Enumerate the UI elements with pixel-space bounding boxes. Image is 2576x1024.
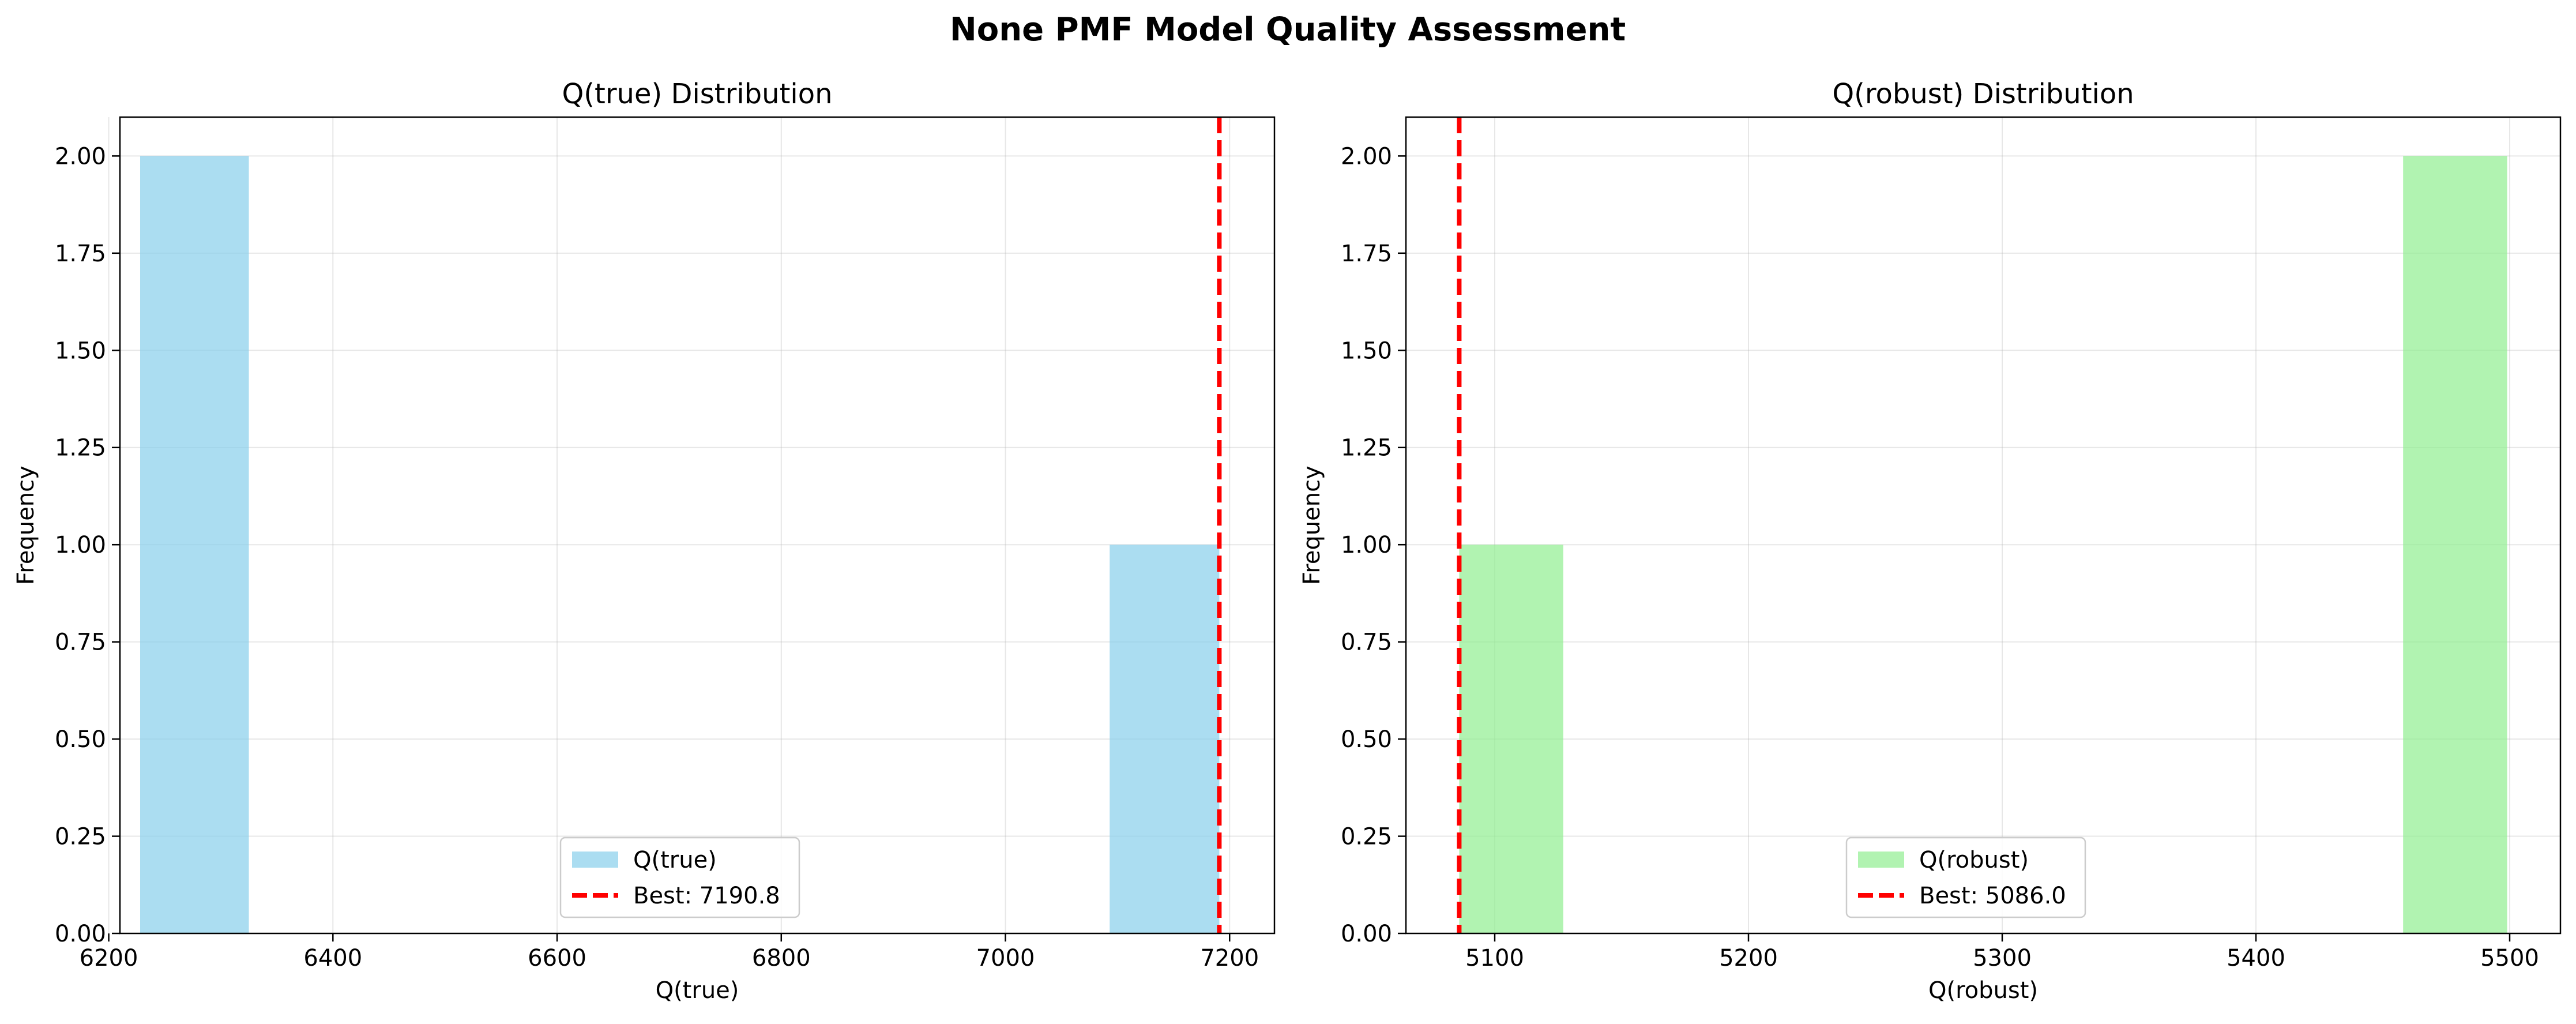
y-tick-label: 1.00 [55, 532, 106, 558]
axes-frame [119, 116, 1276, 935]
y-tick-label: 0.25 [1341, 824, 1392, 850]
axes-frame [1405, 116, 2562, 935]
y-tick-label: 0.00 [1341, 921, 1392, 947]
x-tick-label: 7200 [1200, 945, 1259, 972]
legend-box [1845, 837, 2086, 918]
legend-label: Best: 7190.8 [633, 883, 780, 909]
x-tick-label: 6600 [528, 945, 586, 972]
y-tick-label: 1.50 [1341, 337, 1392, 364]
y-tick-label: 2.00 [55, 143, 106, 170]
x-tick-label: 5100 [1465, 945, 1524, 972]
chart-panel-qrobust: 5100 5200 5300 5400 5500 0.00 0.25 0.50 0.75 1.00… [1299, 78, 2562, 1004]
y-tick-label: 1.00 [1341, 532, 1392, 558]
figure-title: None PMF Model Quality Assessment [950, 11, 1626, 48]
histogram-bar [2403, 156, 2507, 933]
histogram-bar [1110, 545, 1220, 933]
y-tick-label: 1.25 [55, 435, 106, 462]
x-tick-label: 5200 [1719, 945, 1778, 972]
legend-label: Q(robust) [1919, 847, 2029, 873]
x-axis-label: Q(robust) [1928, 977, 2038, 1004]
legend: Q(true) Best: 7190.8 [559, 837, 800, 918]
legend-swatch [572, 852, 618, 868]
legend-box [559, 837, 800, 918]
x-tick-label: 6400 [303, 945, 362, 972]
legend-swatch [1858, 852, 1904, 868]
chart-title: Q(true) Distribution [562, 78, 832, 110]
x-tick-label: 7000 [976, 945, 1035, 972]
y-tick-label: 0.25 [55, 824, 106, 850]
y-tick-label: 0.75 [1341, 629, 1392, 656]
histogram-bar [140, 156, 249, 933]
histogram-bar [1459, 545, 1563, 933]
y-tick-label: 0.00 [55, 921, 106, 947]
y-tick-label: 0.50 [55, 726, 106, 753]
x-tick-label: 5500 [2480, 945, 2539, 972]
x-tick-label: 6800 [752, 945, 811, 972]
x-tick-label: 6200 [80, 945, 138, 972]
legend-label: Q(true) [633, 847, 717, 873]
legend-label: Best: 5086.0 [1919, 883, 2066, 909]
chart-panel-qtrue: 6200 6400 6600 6800 7000 7200 0.00 0.25 0.50 0.75… [13, 78, 1276, 1004]
legend: Q(robust) Best: 5086.0 [1845, 837, 2086, 918]
x-axis-label: Q(true) [656, 977, 739, 1004]
x-tick-label: 5300 [1973, 945, 2032, 972]
y-axis-label: Frequency [13, 466, 39, 585]
y-tick-label: 2.00 [1341, 143, 1392, 170]
x-tick-label: 5400 [2227, 945, 2285, 972]
chart-title: Q(robust) Distribution [1832, 78, 2134, 110]
y-tick-label: 1.50 [55, 337, 106, 364]
y-tick-label: 1.75 [55, 241, 106, 267]
y-tick-label: 0.50 [1341, 726, 1392, 753]
y-tick-label: 1.25 [1341, 435, 1392, 462]
y-tick-label: 1.75 [1341, 241, 1392, 267]
y-axis-label: Frequency [1299, 466, 1325, 585]
y-tick-label: 0.75 [55, 629, 106, 656]
